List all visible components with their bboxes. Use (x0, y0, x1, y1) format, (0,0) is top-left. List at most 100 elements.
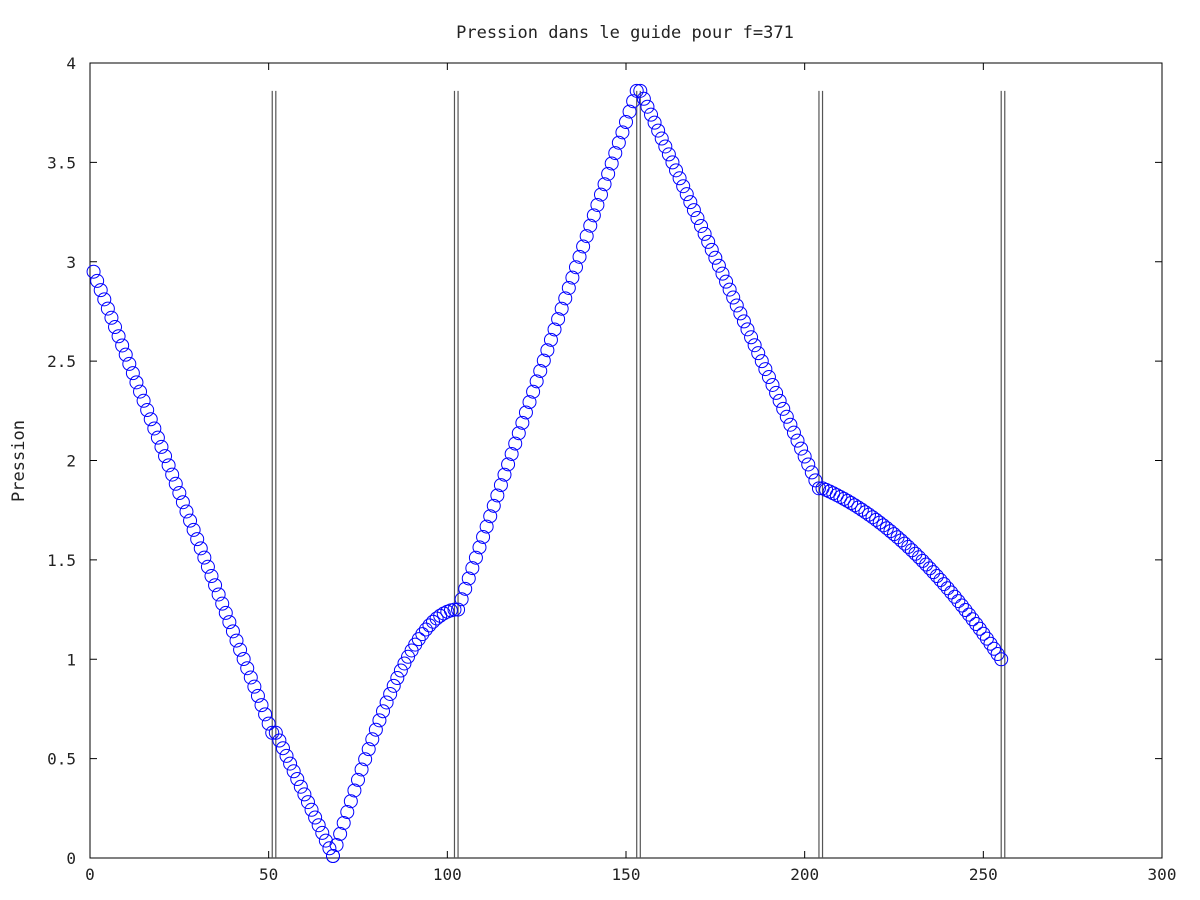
data-point (97, 292, 112, 307)
data-point (200, 559, 215, 574)
data-point (304, 802, 319, 817)
data-point (722, 282, 737, 297)
data-point (286, 764, 301, 779)
data-point (265, 725, 280, 740)
data-point (704, 242, 719, 257)
data-point (979, 631, 994, 646)
data-point (576, 239, 591, 254)
data-point (829, 488, 844, 503)
data-point (483, 509, 498, 524)
data-point (365, 732, 380, 747)
y-tick-label: 0.5 (47, 750, 76, 769)
data-point (379, 695, 394, 710)
data-point (411, 632, 426, 647)
data-point (672, 171, 687, 186)
data-point (926, 565, 941, 580)
data-point (122, 356, 137, 371)
data-point (715, 266, 730, 281)
data-point (572, 249, 587, 264)
data-point (765, 377, 780, 392)
data-point (633, 83, 648, 98)
data-point (161, 458, 176, 473)
data-point (601, 166, 616, 181)
data-point (426, 614, 441, 629)
data-point (136, 393, 151, 408)
data-point (962, 607, 977, 622)
data-point (140, 403, 155, 418)
data-point (708, 250, 723, 265)
chart-title: Pression dans le guide pour f=371 (456, 23, 794, 43)
data-point (690, 211, 705, 226)
data-point (243, 670, 258, 685)
x-tick-label: 300 (1148, 865, 1177, 884)
data-point (901, 539, 916, 554)
data-point (218, 605, 233, 620)
x-tick-label: 50 (259, 865, 278, 884)
data-point (333, 826, 348, 841)
data-point (250, 688, 265, 703)
data-point (554, 301, 569, 316)
data-point (154, 439, 169, 454)
data-point (654, 131, 669, 146)
data-point (108, 320, 123, 335)
data-point (740, 322, 755, 337)
data-point (158, 449, 173, 464)
data-point (129, 375, 144, 390)
data-point (508, 436, 523, 451)
data-point (761, 370, 776, 385)
data-point (776, 401, 791, 416)
data-point (347, 783, 362, 798)
data-point (204, 569, 219, 584)
data-point (479, 519, 494, 534)
data-point (772, 393, 787, 408)
data-point (351, 772, 365, 787)
data-point (869, 512, 884, 527)
data-point (175, 495, 190, 510)
data-point (615, 125, 630, 140)
data-point (619, 114, 633, 129)
data-point (104, 310, 119, 325)
data-point (229, 633, 244, 648)
data-point (168, 476, 183, 491)
data-point (983, 636, 998, 651)
data-point (879, 521, 894, 536)
data-point (811, 481, 826, 496)
data-point (315, 825, 330, 840)
data-point (608, 146, 623, 161)
y-tick-label: 2 (66, 452, 76, 471)
data-point (300, 795, 315, 810)
data-point (751, 346, 766, 361)
data-point (876, 518, 891, 533)
data-point (179, 504, 194, 519)
data-point (465, 561, 480, 576)
data-point (551, 312, 566, 327)
data-point (343, 794, 358, 809)
data-point (987, 641, 1002, 656)
y-tick-label: 1.5 (47, 551, 76, 570)
data-point (325, 849, 340, 864)
data-point (736, 314, 751, 329)
data-point (583, 218, 598, 233)
data-point (268, 725, 283, 740)
data-point (840, 493, 855, 508)
data-point (790, 433, 805, 448)
data-point (143, 412, 158, 427)
data-point (183, 513, 198, 528)
data-point (658, 139, 673, 154)
data-point (165, 467, 180, 482)
data-point (783, 417, 798, 432)
data-point (661, 147, 676, 162)
data-point (744, 330, 759, 345)
y-tick-label: 3.5 (47, 153, 76, 172)
data-point (383, 686, 398, 701)
data-point (622, 104, 637, 119)
data-point (515, 415, 530, 430)
data-point (329, 837, 344, 852)
data-point (558, 291, 573, 306)
data-point (794, 441, 809, 456)
data-point (283, 756, 298, 771)
data-point (593, 187, 608, 202)
x-tick-label: 100 (433, 865, 462, 884)
data-point (290, 771, 305, 786)
y-tick-label: 1 (66, 650, 76, 669)
